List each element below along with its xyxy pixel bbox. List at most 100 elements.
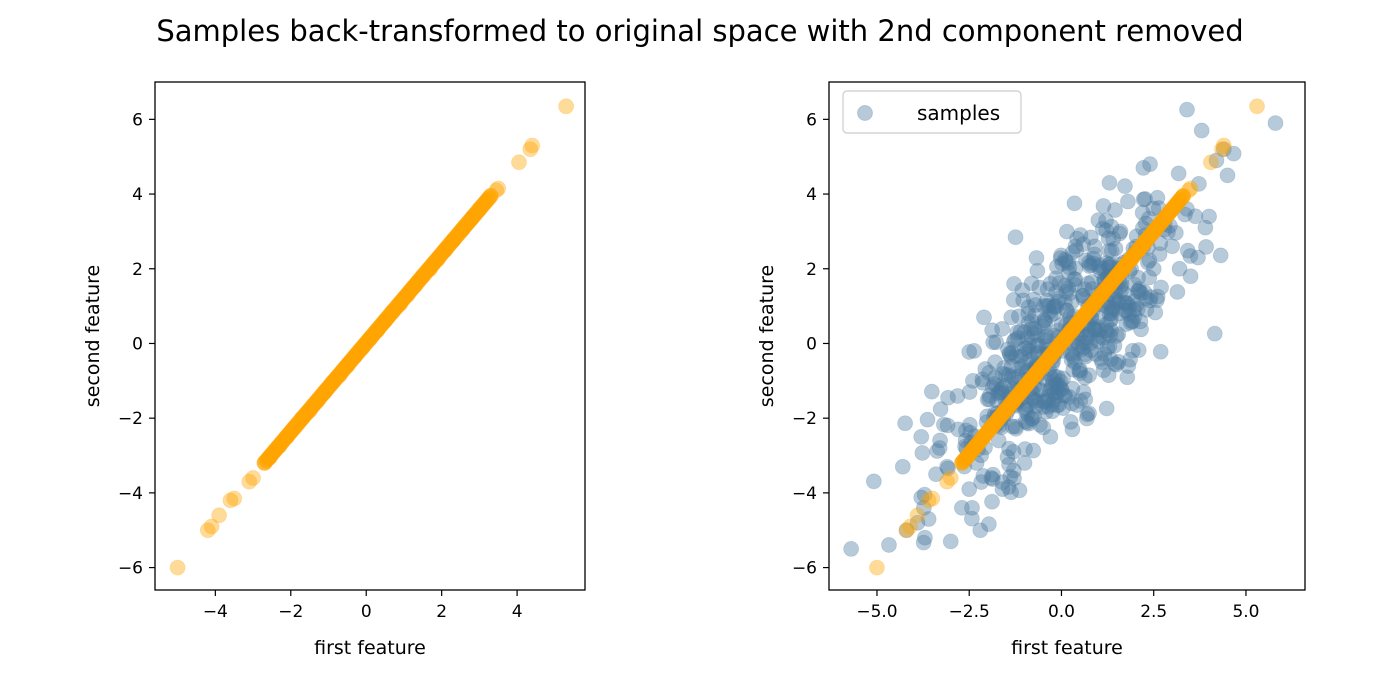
reconstructed-point: [169, 559, 186, 576]
reconstructed-point: [981, 421, 998, 438]
reconstructed-point: [1173, 189, 1190, 206]
samples-point: [1049, 369, 1066, 385]
samples-point: [1054, 332, 1070, 349]
samples-point: [1057, 277, 1073, 294]
reconstructed-point: [1154, 212, 1171, 229]
reconstructed-point: [390, 296, 407, 313]
x-tick-label: 0.0: [1048, 602, 1075, 622]
samples-point: [1129, 300, 1146, 317]
samples-point: [1075, 339, 1092, 356]
reconstructed-point: [435, 243, 452, 260]
samples-point: [1029, 344, 1046, 361]
reconstructed-point: [260, 450, 277, 466]
reconstructed-point: [968, 437, 984, 454]
samples-point: [1125, 293, 1142, 310]
samples-point: [1106, 337, 1123, 354]
samples-point: [1035, 393, 1052, 410]
reconstructed-point: [1030, 362, 1047, 379]
reconstructed-point: [367, 323, 384, 340]
reconstructed-point: [1045, 344, 1062, 361]
samples-point: [1110, 294, 1127, 311]
samples-point: [1017, 441, 1033, 457]
reconstructed-point: [1043, 347, 1060, 363]
reconstructed-point: [349, 345, 366, 362]
samples-point: [1156, 221, 1173, 238]
y-tick-label: 0: [132, 334, 143, 354]
reconstructed-point: [1081, 300, 1098, 317]
reconstructed-point: [277, 430, 294, 447]
reconstructed-point: [470, 202, 487, 219]
samples-point: [1212, 247, 1229, 264]
reconstructed-point: [482, 188, 499, 204]
samples-point: [1031, 381, 1048, 398]
reconstructed-point: [271, 437, 287, 454]
reconstructed-point: [1012, 384, 1029, 400]
samples-point: [1012, 384, 1029, 400]
reconstructed-point: [953, 455, 970, 471]
samples-point: [1128, 228, 1145, 245]
samples-point: [1007, 332, 1024, 348]
reconstructed-point: [418, 263, 435, 280]
reconstructed-point: [1047, 342, 1064, 358]
samples-point: [1056, 387, 1073, 404]
reconstructed-point: [1138, 231, 1155, 248]
samples-point: [1024, 390, 1040, 406]
reconstructed-point: [976, 427, 993, 444]
samples-point: [932, 401, 949, 418]
samples-point: [1190, 249, 1206, 266]
samples-point: [1006, 275, 1022, 292]
reconstructed-point: [301, 402, 318, 419]
samples-point: [915, 499, 932, 516]
reconstructed-point: [481, 189, 498, 206]
samples-point: [1075, 384, 1092, 400]
samples-point: [1103, 302, 1120, 319]
samples-point: [1111, 225, 1128, 242]
samples-point: [1101, 174, 1118, 191]
reconstructed-point: [211, 507, 228, 524]
reconstructed-point: [898, 522, 915, 539]
reconstructed-point: [1156, 210, 1173, 227]
samples-point: [1045, 352, 1062, 369]
reconstructed-point: [1138, 232, 1155, 249]
reconstructed-point: [428, 251, 445, 268]
reconstructed-point: [279, 427, 296, 444]
samples-point: [1067, 260, 1084, 277]
reconstructed-point: [352, 341, 369, 358]
reconstructed-point: [268, 440, 285, 457]
reconstructed-point: [1157, 209, 1174, 226]
samples-point: [1098, 316, 1115, 333]
reconstructed-point: [1024, 370, 1041, 386]
samples-point: [984, 322, 1001, 339]
samples-point: [1075, 335, 1091, 351]
reconstructed-point: [966, 440, 982, 457]
samples-point: [1068, 314, 1085, 330]
reconstructed-point: [391, 295, 408, 312]
samples-point: [1110, 326, 1127, 343]
samples-point: [1100, 230, 1117, 247]
samples-point: [1024, 313, 1040, 330]
reconstructed-point: [385, 302, 402, 319]
samples-point: [1138, 290, 1154, 307]
reconstructed-point: [1122, 251, 1139, 268]
reconstructed-point: [405, 279, 422, 296]
samples-point: [1153, 279, 1169, 296]
samples-point: [1201, 208, 1217, 225]
reconstructed-point: [1068, 316, 1085, 333]
samples-point: [1091, 257, 1108, 274]
reconstructed-point: [256, 455, 273, 471]
samples-point: [1071, 362, 1088, 379]
samples-point: [913, 489, 930, 506]
samples-point: [1084, 281, 1101, 297]
reconstructed-point: [1148, 220, 1165, 236]
samples-point: [1000, 341, 1016, 358]
samples-point: [1128, 297, 1145, 313]
reconstructed-point: [461, 212, 478, 229]
reconstructed-point: [1074, 310, 1090, 326]
samples-point: [1139, 254, 1156, 271]
samples-point: [1046, 327, 1063, 344]
reconstructed-point: [263, 447, 280, 463]
reconstructed-point: [1131, 240, 1148, 257]
samples-point: [1085, 255, 1102, 272]
reconstructed-point: [342, 353, 359, 370]
reconstructed-point: [338, 357, 355, 374]
